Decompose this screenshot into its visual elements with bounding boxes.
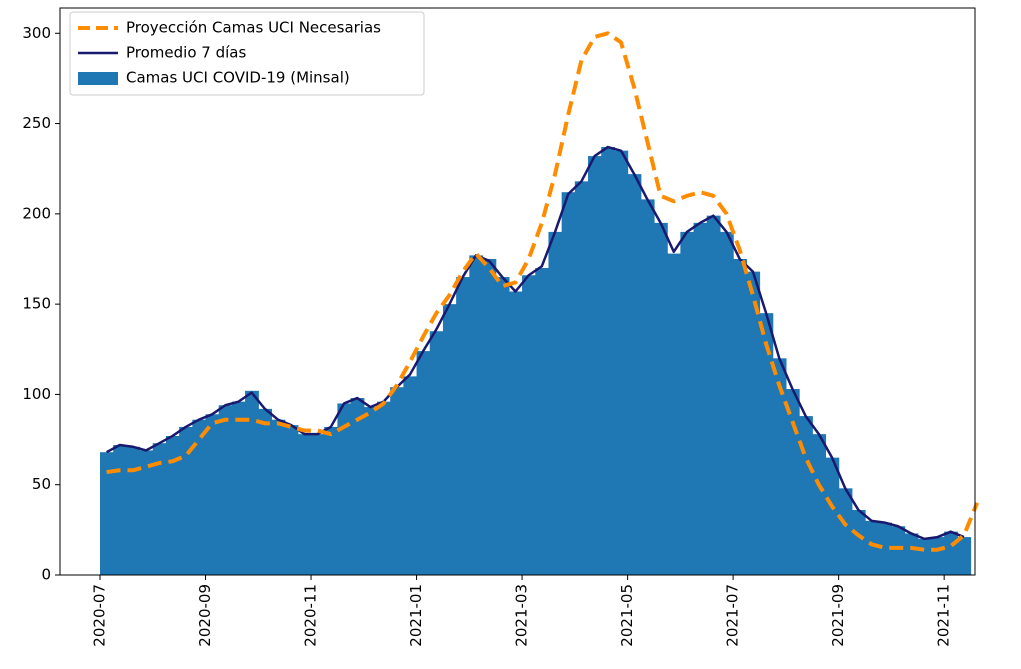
- x-tick-label: 2020-07: [91, 584, 109, 647]
- bar: [271, 419, 286, 575]
- bar: [231, 401, 246, 575]
- bar: [311, 434, 325, 575]
- plot-frame: [59, 7, 976, 576]
- bar: [126, 446, 141, 575]
- bar: [653, 222, 668, 575]
- bar: [152, 443, 167, 575]
- line: [106, 31, 979, 552]
- bar: [337, 403, 352, 575]
- bar: [825, 457, 840, 575]
- bar: [746, 271, 761, 575]
- bar: [574, 181, 589, 575]
- bar: [627, 174, 642, 576]
- bar: [284, 425, 299, 575]
- y-tick-label: 300: [22, 24, 51, 42]
- bar: [482, 258, 497, 575]
- bar: [838, 488, 853, 575]
- y-tick-label: 0: [41, 566, 51, 584]
- bar: [139, 450, 154, 575]
- bar: [693, 222, 708, 575]
- bar: [944, 531, 958, 575]
- y-tick-label: 100: [22, 385, 51, 403]
- bar: [456, 277, 470, 575]
- x-tick-label: 2021-05: [618, 584, 636, 647]
- bar: [205, 414, 220, 575]
- bar: [100, 452, 114, 575]
- bar: [759, 313, 774, 575]
- y-tick-label: 50: [32, 475, 51, 493]
- bar: [799, 416, 813, 575]
- bar: [469, 255, 484, 575]
- bar: [957, 537, 972, 575]
- line: [105, 145, 965, 541]
- bar: [851, 509, 866, 575]
- legend: Proyección Camas UCI Necesarias Promedio …: [69, 11, 425, 96]
- bar: [535, 268, 550, 575]
- bar: [891, 526, 906, 575]
- x-tick-label: 2020-09: [196, 584, 214, 647]
- bar: [680, 231, 695, 575]
- legend-box: [69, 11, 425, 96]
- legend-swatch: [78, 72, 118, 85]
- bar: [588, 156, 602, 575]
- legend-label: Promedio 7 días: [126, 44, 246, 62]
- bar: [442, 304, 457, 575]
- bar: [258, 408, 273, 575]
- bar: [733, 258, 747, 575]
- y-tick-label: 250: [22, 114, 51, 132]
- bar: [508, 291, 523, 575]
- bar: [403, 376, 418, 575]
- bar: [904, 533, 919, 575]
- bar: [218, 405, 233, 575]
- bar: [930, 537, 945, 575]
- bar: [113, 444, 127, 575]
- y-tick-label: 200: [22, 204, 51, 222]
- bar: [522, 275, 536, 575]
- y-tick-label: 150: [22, 295, 51, 313]
- legend-label: Proyección Camas UCI Necesarias: [126, 19, 381, 37]
- x-tick-label: 2021-09: [829, 584, 847, 647]
- bar: [324, 426, 339, 575]
- bar: [917, 538, 932, 575]
- x-tick-label: 2021-01: [407, 584, 425, 647]
- bar: [390, 387, 404, 575]
- bar: [495, 277, 510, 575]
- bar: [350, 398, 365, 575]
- bar: [812, 434, 827, 575]
- bar: [548, 231, 563, 575]
- x-tick-label: 2021-07: [724, 584, 742, 647]
- x-tick-label: 2020-11: [302, 584, 320, 647]
- x-tick-label: 2021-03: [513, 584, 531, 647]
- bar: [640, 199, 655, 575]
- bar: [376, 401, 391, 575]
- bar: [878, 522, 892, 575]
- bar: [772, 358, 787, 575]
- bar: [667, 253, 681, 575]
- legend-label: Camas UCI COVID-19 (Minsal): [126, 69, 350, 87]
- bar: [179, 426, 193, 575]
- bar: [561, 192, 576, 576]
- x-tick-label: 2021-11: [935, 584, 953, 647]
- bar: [245, 390, 259, 575]
- bar: [614, 150, 629, 575]
- bar: [192, 419, 207, 575]
- bar: [297, 434, 312, 575]
- bar: [719, 231, 734, 575]
- bar: [416, 351, 431, 575]
- bar: [785, 389, 800, 575]
- bar: [363, 407, 378, 575]
- bar: [165, 435, 180, 575]
- bar: [429, 331, 444, 575]
- bar: [865, 520, 879, 575]
- bar: [706, 215, 721, 575]
- bar: [601, 147, 616, 576]
